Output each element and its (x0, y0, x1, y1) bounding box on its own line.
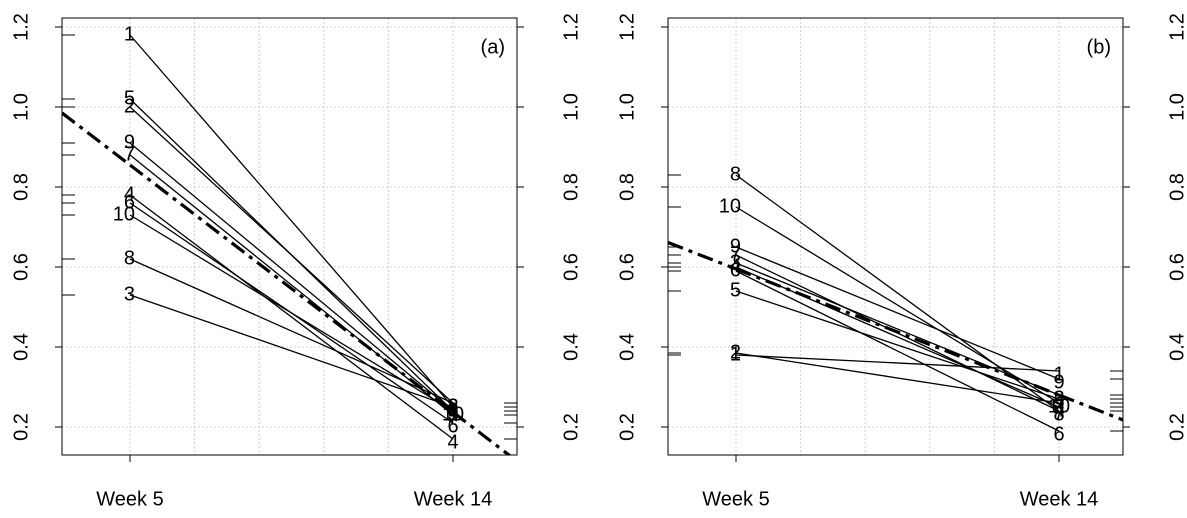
panel-label: (a) (481, 36, 505, 58)
subject-line (735, 266, 1060, 408)
y2-tick-label: 1.0 (560, 93, 582, 121)
point-label: 9 (124, 131, 135, 153)
subject-line (129, 34, 454, 408)
point-label: 8 (447, 395, 458, 417)
y2-tick-label: 0.6 (560, 253, 582, 281)
y2-tick-label: 0.4 (1166, 333, 1187, 361)
y-tick-label: 1.0 (616, 93, 638, 121)
subject-line (735, 246, 1060, 380)
subject-line (735, 206, 1060, 404)
panel-label: (b) (1087, 36, 1111, 58)
subject-line (735, 352, 1060, 404)
point-label: 7 (447, 407, 458, 429)
point-label: 1 (124, 23, 135, 45)
y2-tick-label: 0.8 (1166, 173, 1187, 201)
point-label: 3 (730, 251, 741, 273)
subject-line (129, 98, 454, 412)
trend-line (129, 163, 454, 414)
y2-tick-label: 0.2 (1166, 413, 1187, 441)
point-label: 10 (719, 195, 741, 217)
y-tick-label: 1.2 (10, 13, 32, 41)
point-label: 7 (1053, 403, 1064, 425)
point-label: 2 (1053, 395, 1064, 417)
y-tick-label: 0.2 (10, 413, 32, 441)
y-tick-label: 0.6 (616, 253, 638, 281)
y2-tick-label: 0.4 (560, 333, 582, 361)
subject-line (129, 194, 454, 440)
y-tick-label: 0.8 (10, 173, 32, 201)
point-label: 4 (730, 255, 741, 277)
trend-extension (1058, 393, 1123, 422)
y2-tick-label: 0.8 (560, 173, 582, 201)
x-tick-label: Week 5 (96, 488, 163, 510)
point-label: 8 (730, 163, 741, 185)
point-label: 2 (447, 395, 458, 417)
point-label: 2 (124, 95, 135, 117)
x-tick-label: Week 14 (1020, 488, 1099, 510)
y-tick-label: 1.2 (616, 13, 638, 41)
x-tick-label: Week 14 (414, 488, 493, 510)
panel: 0.2 0.2 0.4 0.4 0.6 0.6 0.8 0.8 1.0 1.0 1.2 1.2 Week… (616, 13, 1187, 510)
subject-line (735, 174, 1060, 412)
point-label: 1 (1053, 363, 1064, 385)
subject-line (129, 154, 454, 416)
point-label: 7 (124, 143, 135, 165)
point-label: 6 (124, 191, 135, 213)
y2-tick-label: 1.2 (560, 13, 582, 41)
subject-line (129, 142, 454, 412)
point-label: 7 (730, 243, 741, 265)
y-tick-label: 0.4 (616, 333, 638, 361)
y-tick-label: 0.4 (10, 333, 32, 361)
point-label: 9 (1053, 371, 1064, 393)
subject-line (129, 294, 454, 408)
y-tick-label: 0.6 (10, 253, 32, 281)
subject-line (129, 214, 454, 412)
point-label: 4 (447, 431, 458, 453)
trend-extension (668, 240, 737, 271)
y-tick-label: 0.8 (616, 173, 638, 201)
point-label: 10 (113, 203, 135, 225)
point-label: 8 (124, 247, 135, 269)
point-label: 6 (447, 415, 458, 437)
subject-line (735, 270, 1060, 432)
x-tick-label: Week 5 (702, 488, 769, 510)
y-tick-label: 1.0 (10, 93, 32, 121)
subject-line (735, 290, 1060, 400)
y2-tick-label: 0.6 (1166, 253, 1187, 281)
point-label: 8 (1053, 403, 1064, 425)
point-label: 2 (730, 341, 741, 363)
subject-line (735, 354, 1060, 372)
point-label: 9 (447, 403, 458, 425)
trend-extension (452, 410, 512, 455)
y2-tick-label: 1.0 (1166, 93, 1187, 121)
point-label: 3 (1053, 387, 1064, 409)
plot-frame (61, 17, 518, 456)
point-label: 5 (124, 87, 135, 109)
trend-line (735, 267, 1060, 397)
trend-group (668, 240, 1123, 422)
y2-tick-label: 1.2 (1166, 13, 1187, 41)
point-label: 1 (730, 343, 741, 365)
trend-group (62, 111, 512, 455)
plot-frame (667, 17, 1124, 456)
y2-tick-label: 0.2 (560, 413, 582, 441)
y-tick-label: 0.2 (616, 413, 638, 441)
point-label: 3 (124, 283, 135, 305)
point-label: 5 (730, 279, 741, 301)
trend-extension (62, 111, 131, 167)
point-label: 10 (1048, 395, 1070, 417)
point-label: 10 (442, 403, 464, 425)
panel: 0.2 0.2 0.4 0.4 0.6 0.6 0.8 0.8 1.0 1.0 1.2 1.2 Week… (10, 13, 582, 510)
point-label: 9 (730, 235, 741, 257)
point-label: 4 (124, 183, 135, 205)
point-label: 6 (1053, 423, 1064, 445)
